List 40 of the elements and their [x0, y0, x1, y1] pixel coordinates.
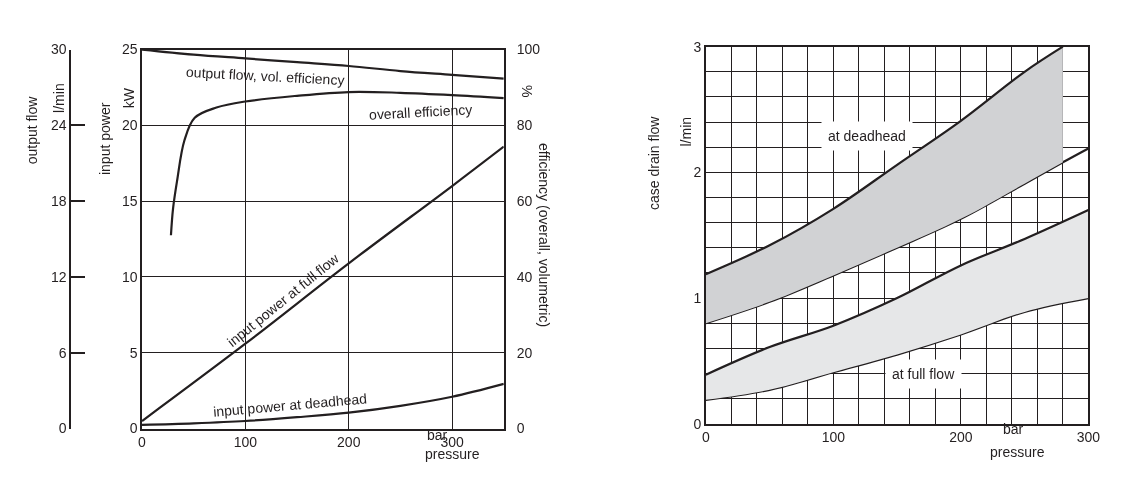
series-label: overall efficiency: [368, 101, 473, 123]
y2-tick-label: 20: [516, 344, 533, 361]
x-tick-label: 200: [337, 434, 361, 451]
y2-tick-label: 100: [516, 41, 541, 58]
y3-tick-label: 30: [50, 41, 67, 58]
x-tick-label: 200: [949, 429, 973, 446]
y3-axis-title: output flow: [24, 95, 41, 165]
y-tick-label: 10: [121, 268, 138, 285]
annotation: bar: [1003, 421, 1024, 437]
text: kW: [121, 87, 138, 109]
series-label: at full flow: [892, 366, 956, 382]
y3-tick-label: 24: [50, 117, 67, 134]
y3-tick-label: 18: [50, 193, 67, 210]
series-label: input power at deadhead: [212, 390, 368, 420]
y-tick-label: 15: [121, 193, 138, 210]
y-tick-label: 3: [693, 38, 702, 55]
y-tick-label: 5: [129, 344, 138, 361]
y-tick-label: 25: [121, 41, 138, 58]
series-label: output flow, vol. efficiency: [185, 63, 345, 89]
y2-tick-label: 80: [516, 117, 533, 134]
x-tick-label: 100: [233, 434, 258, 451]
y2-axis-title: efficiency (overall, volumetric): [536, 143, 553, 328]
y-tick-label: 2: [693, 164, 702, 181]
x-tick-label: 100: [821, 429, 846, 446]
y-tick-label: 20: [121, 117, 138, 134]
y3-tick-label: 12: [50, 268, 67, 285]
y2-tick-label: 60: [516, 193, 533, 210]
text: l/min: [50, 83, 67, 113]
y2-tick-label: 40: [516, 268, 533, 285]
x-axis-title: pressure: [425, 446, 480, 462]
y-axis-title: case drain flow: [646, 115, 663, 210]
text: %: [518, 84, 535, 98]
y-tick-label: 1: [693, 289, 702, 306]
y3-tick-label: 6: [58, 344, 67, 361]
y-axis-title: input power: [97, 102, 114, 176]
x-axis-title: pressure: [990, 444, 1045, 460]
x-tick-label: 300: [1076, 429, 1101, 446]
text: l/min: [677, 116, 694, 147]
y-tick-label: 0: [693, 415, 702, 432]
series-label: at deadhead: [828, 128, 906, 144]
